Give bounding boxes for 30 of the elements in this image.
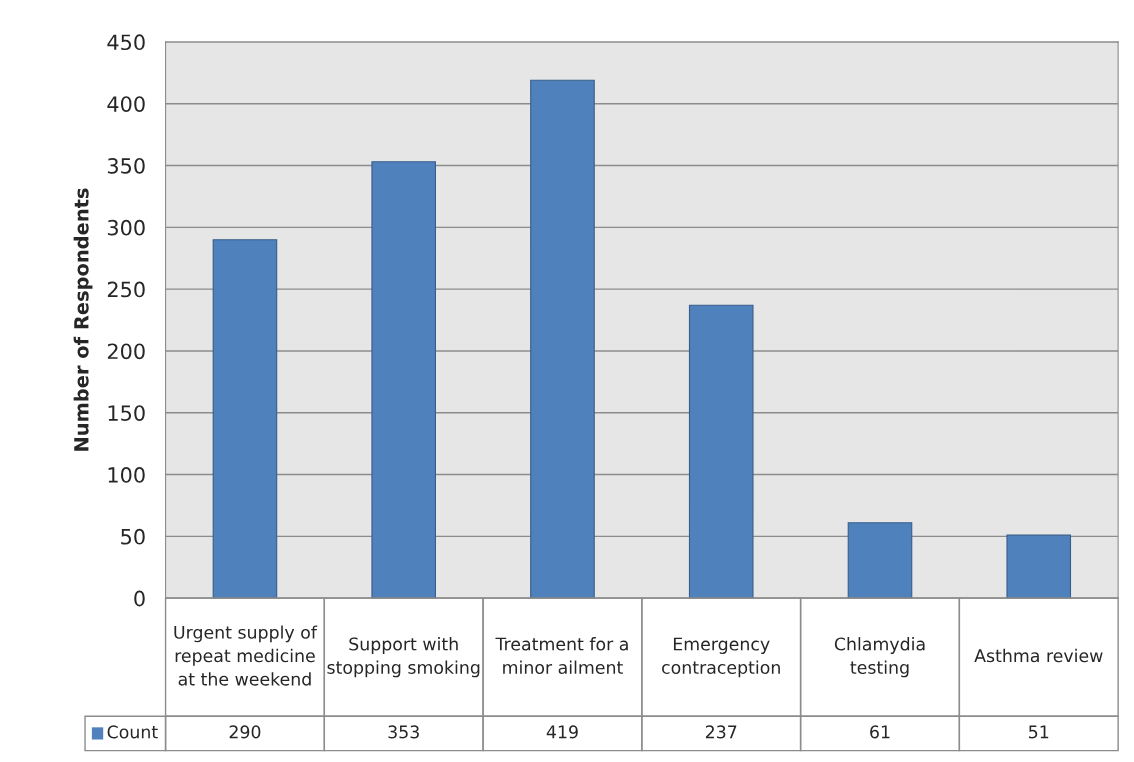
data-label: 353 bbox=[388, 725, 419, 739]
y-tick-label: 300 bbox=[107, 219, 145, 236]
data-label: 51 bbox=[1029, 725, 1049, 739]
data-label: 290 bbox=[229, 725, 261, 739]
y-tick-label: 450 bbox=[107, 34, 145, 51]
bar bbox=[212, 239, 278, 599]
y-axis-title: Number of Respondents bbox=[73, 188, 93, 451]
y-tick-label: 400 bbox=[107, 96, 145, 112]
data-label: 237 bbox=[705, 725, 737, 739]
y-tick-label: 0 bbox=[134, 590, 145, 607]
x-tick-label: Chlamydia testing bbox=[834, 637, 925, 678]
x-tick-label: Urgent supply of repeat medicine at the weekend bbox=[174, 625, 318, 686]
x-tick-label: Treatment for a minor ailment bbox=[495, 637, 628, 674]
bar bbox=[371, 161, 437, 599]
y-tick-label: 350 bbox=[107, 157, 145, 174]
bar bbox=[1006, 534, 1072, 599]
x-tick-label: Support with stopping smoking bbox=[327, 637, 480, 678]
y-tick-label: 50 bbox=[121, 528, 145, 545]
legend-label: Count bbox=[107, 725, 158, 739]
y-tick-label: 150 bbox=[108, 405, 145, 421]
bar bbox=[688, 304, 754, 599]
y-tick-label: 100 bbox=[108, 467, 145, 483]
bar bbox=[847, 522, 913, 599]
y-tick-label: 200 bbox=[107, 343, 145, 360]
x-tick-label: Emergency contraception bbox=[662, 637, 780, 678]
data-label: 61 bbox=[870, 725, 890, 739]
bar bbox=[530, 79, 595, 599]
data-label: 419 bbox=[546, 725, 578, 739]
y-tick-label: 250 bbox=[107, 281, 145, 298]
x-tick-label: Asthma review bbox=[974, 648, 1103, 663]
